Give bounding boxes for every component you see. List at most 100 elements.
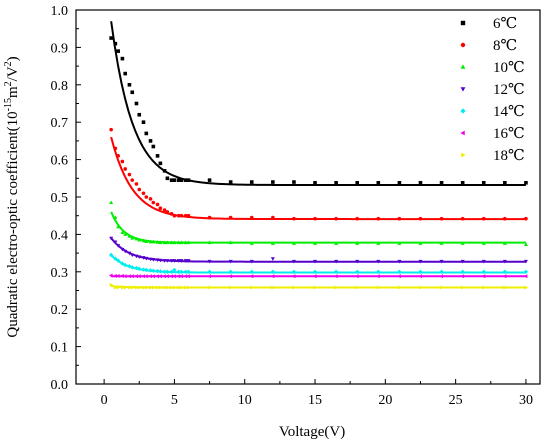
data-point	[162, 269, 167, 274]
legend-label: 8℃	[493, 38, 517, 54]
data-point	[148, 257, 153, 262]
data-point	[148, 239, 153, 244]
data-point	[179, 259, 184, 263]
data-point	[144, 239, 149, 243]
data-point	[249, 269, 254, 274]
data-point	[172, 274, 176, 279]
data-point	[207, 269, 212, 274]
data-point	[148, 268, 153, 273]
data-point	[116, 49, 120, 53]
data-point	[291, 241, 296, 245]
y-axis-title-part: Quadratic electro-optic coefficient(10	[5, 111, 21, 337]
legend-marker	[460, 42, 466, 48]
data-point	[179, 269, 184, 274]
data-point	[123, 71, 128, 76]
data-point	[228, 269, 233, 274]
data-point	[151, 200, 156, 205]
y-tick-label: 1.0	[51, 4, 69, 19]
data-point	[334, 285, 339, 290]
data-point	[120, 247, 125, 252]
data-point	[313, 241, 318, 245]
data-point	[176, 269, 181, 274]
data-point	[355, 216, 360, 221]
data-point	[460, 180, 465, 185]
data-point	[123, 232, 128, 236]
data-point	[176, 259, 181, 263]
data-point	[355, 269, 360, 274]
data-point	[169, 212, 174, 216]
data-point	[270, 274, 275, 279]
y-axis: 0.0 0.1 0.2 0.3 0.4 0.5 0.6 0.7 0.8 0.9 1.0	[51, 4, 81, 393]
data-point	[376, 274, 380, 279]
data-point	[502, 269, 508, 274]
y-tick-label: 0.2	[51, 303, 69, 318]
data-point	[524, 285, 529, 290]
data-point	[116, 258, 121, 263]
y-tick-label: 0.8	[51, 79, 69, 94]
data-point	[162, 274, 167, 279]
data-point	[172, 267, 177, 273]
data-point	[503, 180, 507, 185]
data-point	[158, 206, 163, 211]
data-point	[113, 285, 118, 290]
data-point	[144, 195, 149, 199]
data-point	[481, 259, 486, 264]
y-axis-title: Quadratic electro-optic coefficient(10-1…	[3, 56, 21, 337]
data-point	[291, 259, 296, 264]
data-point	[130, 90, 135, 95]
x-tick-label: 0	[101, 393, 108, 408]
data-point	[151, 268, 156, 273]
data-point	[292, 285, 297, 290]
data-point	[116, 154, 120, 158]
x-tick-label: 10	[238, 393, 252, 408]
data-point	[271, 215, 275, 220]
legend-marker	[460, 130, 465, 136]
data-point	[418, 216, 423, 221]
data-point	[376, 241, 381, 245]
data-point	[440, 285, 444, 290]
data-point	[183, 274, 188, 279]
x-axis-title: Voltage(V)	[279, 424, 345, 440]
legend-label: 10℃	[493, 60, 525, 76]
fit-curve	[110, 136, 526, 221]
data-point	[183, 259, 188, 263]
data-point	[355, 241, 360, 245]
data-point	[271, 180, 275, 184]
data-point	[482, 285, 486, 290]
data-point	[156, 285, 160, 290]
y-tick-label: 0.1	[51, 341, 69, 356]
data-point	[142, 285, 146, 290]
x-tick-label: 15	[308, 393, 322, 408]
data-point	[170, 285, 174, 290]
data-point	[137, 274, 141, 279]
data-point	[461, 285, 465, 290]
data-point	[169, 274, 174, 279]
data-point	[292, 216, 296, 221]
data-point	[130, 253, 135, 258]
data-point	[123, 285, 128, 290]
data-point	[376, 259, 381, 264]
y-tick-label: 0.5	[51, 191, 69, 206]
data-point	[523, 274, 528, 279]
data-point	[165, 240, 170, 245]
data-point	[250, 285, 254, 290]
data-point	[207, 259, 212, 264]
data-point	[155, 154, 160, 158]
data-point	[162, 208, 167, 212]
data-point	[144, 267, 149, 273]
data-point	[481, 216, 486, 221]
data-point	[460, 269, 465, 274]
data-point	[127, 234, 132, 238]
data-point	[179, 213, 184, 218]
legend-label: 12℃	[493, 82, 525, 98]
data-point	[123, 262, 128, 268]
y-tick-label: 0.7	[51, 116, 69, 131]
data-point	[333, 269, 339, 274]
data-point	[155, 258, 160, 262]
data-point	[137, 285, 142, 290]
data-point	[460, 274, 465, 279]
data-point	[183, 240, 188, 245]
data-point	[460, 259, 465, 264]
data-point	[418, 269, 423, 274]
data-point	[376, 269, 381, 274]
